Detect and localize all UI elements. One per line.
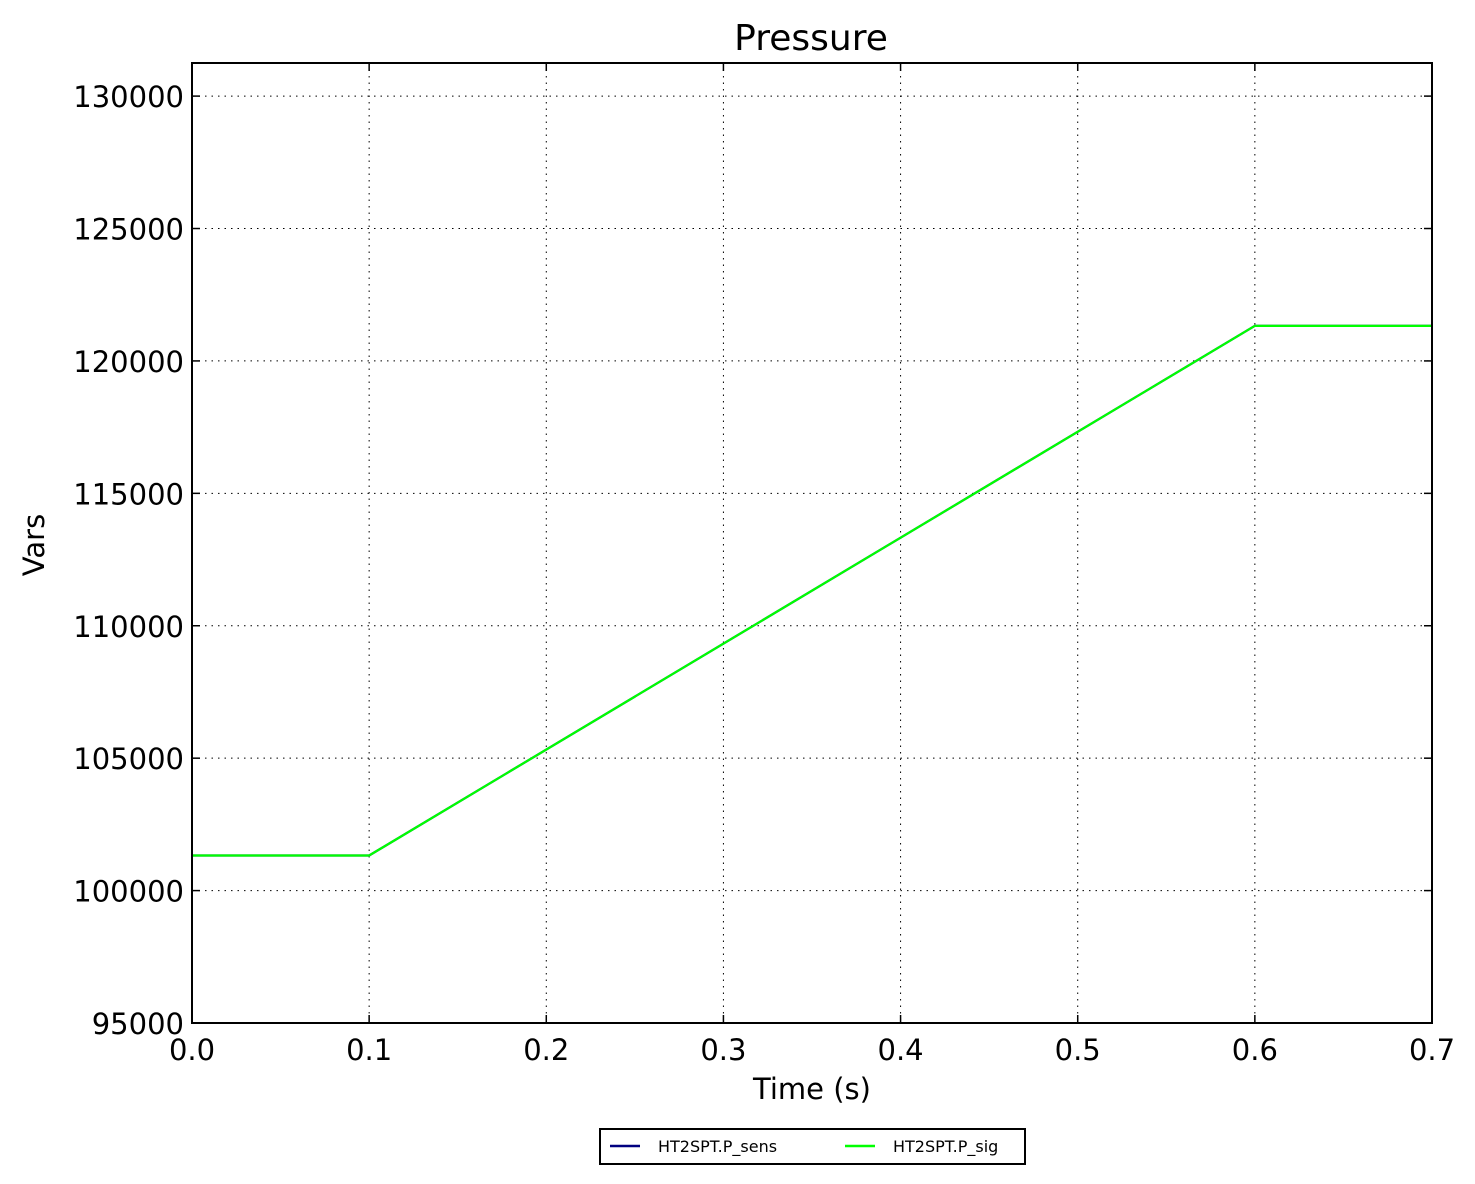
y-tick-label: 105000	[73, 742, 184, 776]
y-tick-label: 120000	[73, 345, 184, 379]
series-line-ht2spt-p-sig	[192, 324, 1432, 857]
y-tick-label: 115000	[73, 477, 184, 511]
y-tick-label: 95000	[92, 1007, 184, 1041]
x-tick-label: 0.1	[346, 1033, 392, 1067]
x-tick-label: 0.2	[523, 1033, 569, 1067]
legend: HT2SPT.P_sens HT2SPT.P_sig	[599, 1128, 1026, 1165]
x-tick-label: 0.3	[700, 1033, 746, 1067]
legend-label: HT2SPT.P_sig	[893, 1137, 998, 1157]
y-axis-label: Vars	[17, 514, 51, 576]
x-tick-label: 0.4	[878, 1033, 924, 1067]
x-tick-label: 0.0	[169, 1033, 215, 1067]
plot-frame	[191, 62, 1433, 1024]
y-tick-label: 125000	[73, 213, 184, 247]
y-tick-label: 130000	[73, 80, 184, 114]
x-tick-label: 0.5	[1055, 1033, 1101, 1067]
y-tick-label: 110000	[73, 610, 184, 644]
chart-title: Pressure	[734, 18, 888, 59]
x-ticks: 0.0 0.1 0.2 0.3 0.4 0.5 0.6 0.7	[169, 63, 1455, 1067]
x-tick-label: 0.7	[1409, 1033, 1455, 1067]
legend-label: HT2SPT.P_sens	[658, 1137, 777, 1157]
legend-box	[599, 1128, 1026, 1165]
series-lines	[192, 324, 1432, 857]
grid	[191, 63, 1433, 1024]
y-tick-label: 100000	[73, 875, 184, 909]
x-axis-label: Time (s)	[752, 1072, 871, 1106]
x-tick-label: 0.6	[1232, 1033, 1278, 1067]
y-ticks: 95000 100000 105000 110000 115000 120000 12500…	[73, 80, 1432, 1041]
